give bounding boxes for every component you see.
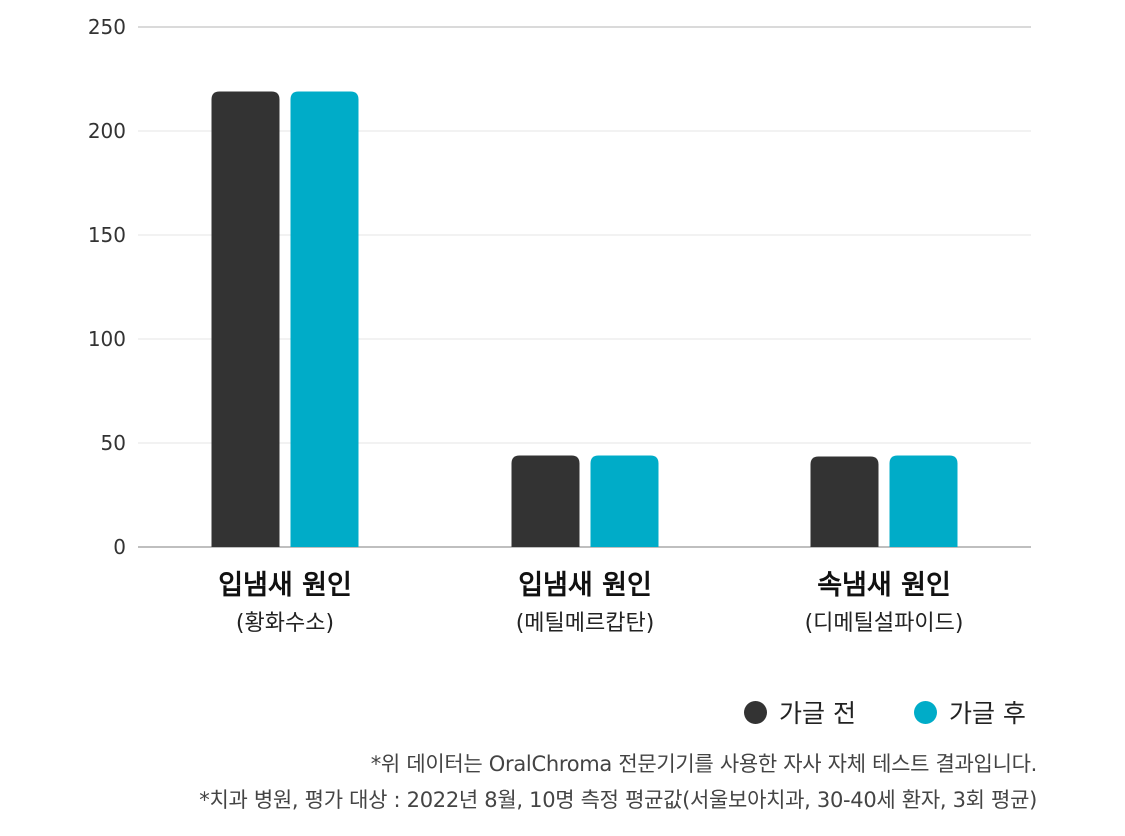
y-tick-label: 50 — [101, 431, 126, 455]
y-tick-label: 200 — [88, 119, 126, 143]
bar-after — [889, 455, 958, 547]
x-category-label: 입냄새 원인 — [218, 570, 352, 601]
legend-swatch-before — [744, 700, 767, 724]
y-tick-label: 0 — [113, 535, 126, 559]
y-tick-label: 250 — [88, 15, 126, 39]
x-category-sublabel: (메틸메르캅탄) — [516, 611, 655, 636]
x-category-label: 속냄새 원인 — [817, 570, 951, 601]
footnote-test-conditions: *치과 병원, 평가 대상 : 2022년 8월, 10명 측정 평균값(서울보… — [199, 788, 1037, 812]
bar-after — [590, 455, 659, 547]
footnote-data-source: *위 데이터는 OralChroma 전문기기를 사용한 자사 자체 테스트 결… — [370, 752, 1038, 776]
legend-item-before: 가글 전 — [744, 694, 856, 730]
legend: 가글 전 가글 후 — [744, 694, 1026, 730]
bar-after — [290, 91, 359, 547]
legend-label-before: 가글 전 — [779, 699, 856, 728]
y-tick-label: 150 — [88, 223, 126, 247]
x-category-sublabel: (황화수소) — [236, 611, 334, 636]
bar-before — [211, 91, 280, 547]
legend-label-after: 가글 후 — [948, 699, 1026, 728]
legend-swatch-after — [913, 700, 937, 724]
bar-chart: 0 50 100 150 200 250 입냄새 원인 (황화수소) 입냄새 원인 (메틸메르캅탄… — [88, 15, 1031, 636]
bar-before — [810, 456, 879, 547]
x-category-sublabel: (디메틸설파이드) — [805, 611, 964, 636]
footnotes: *위 데이터는 OralChroma 전문기기를 사용한 자사 자체 테스트 결… — [199, 746, 1037, 818]
y-tick-label: 100 — [88, 327, 126, 351]
legend-item-after: 가글 후 — [913, 694, 1026, 730]
x-category-label: 입냄새 원인 — [518, 570, 652, 601]
bar-before — [511, 455, 580, 547]
